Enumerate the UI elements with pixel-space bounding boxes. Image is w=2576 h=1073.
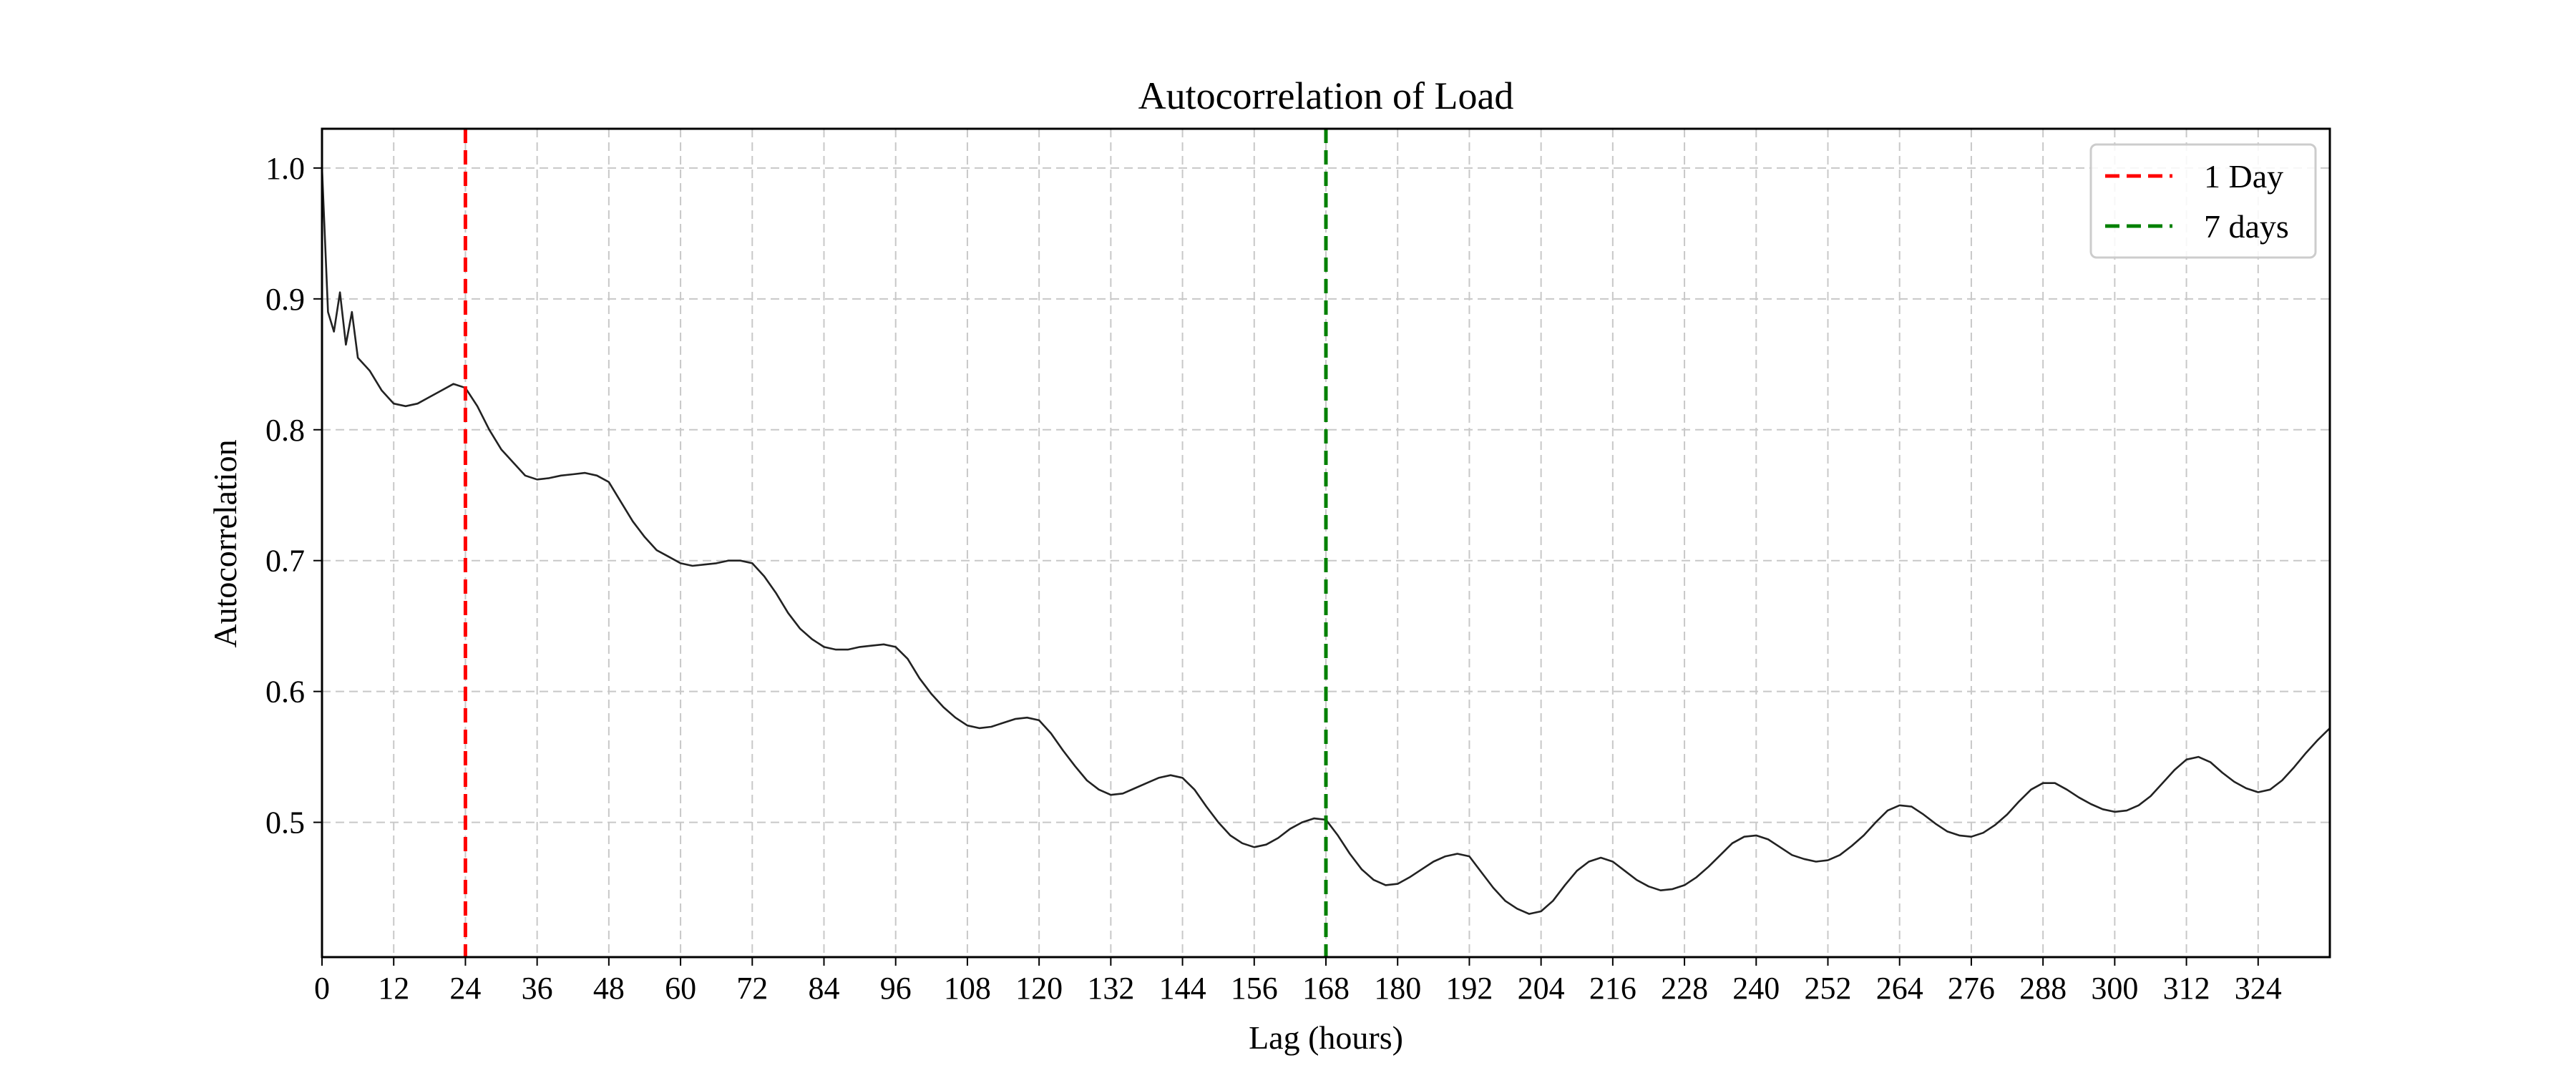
x-tick-label: 108: [944, 971, 991, 1006]
legend-label-1-day: 1 Day: [2204, 158, 2283, 195]
x-tick-label: 216: [1589, 971, 1636, 1006]
x-tick-label: 264: [1876, 971, 1923, 1006]
x-tick-label: 156: [1231, 971, 1278, 1006]
y-tick-label: 0.6: [265, 675, 305, 710]
y-tick-label: 0.9: [265, 282, 305, 317]
y-tick-label: 0.7: [265, 544, 305, 579]
x-tick-label: 120: [1015, 971, 1063, 1006]
x-tick-label: 192: [1445, 971, 1493, 1006]
legend-box: [2089, 143, 2317, 259]
x-tick-label: 252: [1805, 971, 1852, 1006]
x-axis-ticks: 0 12 24 36 48 60 72 84 96 108 120 132 144 156 168 180 19…: [314, 957, 2282, 1006]
y-axis-label: Autocorrelation: [207, 439, 243, 647]
legend: 1 Day 7 days: [2089, 143, 2317, 259]
x-tick-label: 36: [522, 971, 553, 1006]
y-tick-label: 0.5: [265, 805, 305, 841]
series-layer: [322, 167, 2330, 915]
x-tick-label: 204: [1518, 971, 1565, 1006]
x-axis-label: Lag (hours): [1249, 1019, 1403, 1056]
x-tick-label: 300: [2091, 971, 2138, 1006]
reference-lines: [463, 129, 1328, 957]
x-tick-label: 324: [2235, 971, 2282, 1006]
legend-label-7-days: 7 days: [2204, 208, 2289, 245]
x-tick-label: 132: [1087, 971, 1134, 1006]
y-tick-label: 0.8: [265, 413, 305, 448]
x-tick-label: 48: [593, 971, 625, 1006]
x-tick-label: 96: [880, 971, 912, 1006]
x-tick-label: 240: [1732, 971, 1780, 1006]
x-tick-label: 72: [736, 971, 768, 1006]
x-tick-label: 24: [449, 971, 481, 1006]
chart-title: Autocorrelation of Load: [1138, 74, 1514, 117]
x-tick-label: 228: [1661, 971, 1708, 1006]
x-tick-label: 180: [1374, 971, 1421, 1006]
x-tick-label: 288: [2019, 971, 2067, 1006]
x-tick-label: 84: [809, 971, 840, 1006]
y-tick-label: 1.0: [265, 151, 305, 186]
x-tick-label: 276: [1948, 971, 1995, 1006]
x-tick-label: 60: [665, 971, 696, 1006]
autocorrelation-line: [322, 167, 2330, 915]
x-tick-label: 12: [378, 971, 409, 1006]
x-tick-label: 0: [314, 971, 330, 1006]
x-tick-label: 312: [2163, 971, 2210, 1006]
x-tick-label: 168: [1302, 971, 1350, 1006]
y-axis-ticks: 0.5 0.6 0.7 0.8 0.9 1.0: [265, 151, 322, 841]
x-tick-label: 144: [1159, 971, 1206, 1006]
